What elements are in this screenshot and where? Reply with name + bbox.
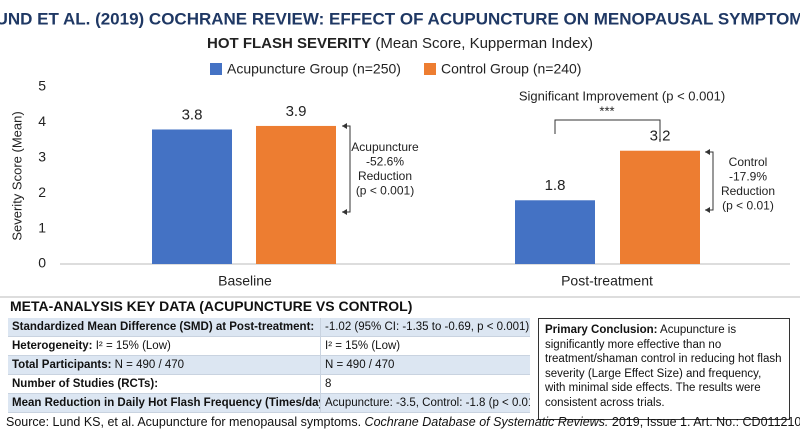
chart: LUND ET AL. (2019) COCHRANE REVIEW: EFFE…	[0, 9, 800, 298]
table-body: Standardized Mean Difference (SMD) at Po…	[8, 318, 530, 413]
y-tick-label: 2	[38, 184, 46, 200]
chart-subtitle: HOT FLASH SEVERITY (Mean Score, Kupperma…	[207, 35, 593, 52]
significance-text: Significant Improvement (p < 0.001)	[519, 88, 725, 103]
y-tick-label: 3	[38, 149, 46, 165]
key-data-table: META-ANALYSIS KEY DATA (ACUPUNCTURE VS C…	[8, 298, 530, 413]
subtitle-text: (Mean Score, Kupperman Index)	[375, 35, 593, 52]
row-label: Total Participants:	[12, 359, 112, 371]
row-note: I² = 15% (Low)	[95, 340, 171, 352]
significance-bracket	[554, 119, 661, 142]
y-tick-label: 1	[38, 219, 46, 235]
table-row: Standardized Mean Difference (SMD) at Po…	[8, 318, 530, 337]
x-tick-label: Baseline	[218, 273, 272, 289]
row-value: 8	[320, 375, 530, 393]
source-suffix: 2019, Issue 1. Art. No.: CD011210.	[611, 415, 800, 429]
legend-label: Control Group (n=240)	[441, 61, 581, 77]
row-label-cell: Number of Studies (RCTs):	[8, 375, 320, 393]
source-journal: Cochrane Database of Systematic Reviews.	[364, 415, 609, 429]
annotation-arrow	[342, 123, 347, 215]
row-note: N = 490 / 470	[114, 359, 185, 371]
annotation-text: (p < 0.001)	[356, 184, 414, 198]
annotation-arrow	[705, 149, 710, 213]
row-label: Mean Reduction in Daily Hot Flash Freque…	[12, 397, 320, 409]
legend-label: Acupuncture Group (n=250)	[227, 61, 401, 77]
y-tick-label: 0	[38, 255, 46, 271]
bar	[620, 150, 700, 264]
annotation-text: -52.6%	[366, 155, 404, 169]
row-label-cell: Mean Reduction in Daily Hot Flash Freque…	[8, 394, 320, 412]
significance-stars: ***	[599, 103, 614, 118]
table-row: Total Participants: N = 490 / 470 N = 490…	[8, 356, 530, 375]
x-tick-label: Post-treatment	[561, 273, 653, 289]
source-prefix: Source: Lund KS, et al. Acupuncture for …	[6, 415, 362, 429]
y-tick-label: 5	[38, 78, 46, 94]
row-label: Number of Studies (RCTs):	[12, 378, 159, 390]
row-label: Standardized Mean Difference (SMD) at Po…	[12, 321, 315, 333]
row-value: N = 490 / 470	[320, 356, 530, 374]
row-label-cell: Heterogeneity: I² = 15% (Low)	[8, 337, 320, 355]
bar	[256, 125, 336, 264]
annotation-bracket	[705, 151, 714, 211]
table-row: Heterogeneity: I² = 15% (Low) I² = 15% (L…	[8, 337, 530, 356]
row-value: I² = 15% (Low)	[320, 337, 530, 355]
y-tick-label: 4	[38, 113, 46, 129]
y-axis-label: Severity Score (Mean)	[9, 111, 24, 240]
annotation-text: Control	[729, 155, 768, 169]
value-label: 3.8	[182, 106, 203, 123]
legend-swatch	[424, 63, 436, 75]
table-title: META-ANALYSIS KEY DATA (ACUPUNCTURE VS C…	[10, 298, 413, 314]
bar	[152, 129, 232, 264]
annotation-text: (p < 0.01)	[722, 199, 774, 213]
legend-swatch	[210, 63, 222, 75]
conclusion-text: Acupuncture is significantly more effect…	[545, 324, 782, 409]
annotation-text: Reduction	[721, 184, 775, 198]
table-row: Number of Studies (RCTs): 8	[8, 375, 530, 394]
row-value: Acupuncture: -3.5, Control: -1.8 (p < 0.…	[320, 394, 530, 412]
chart-title: LUND ET AL. (2019) COCHRANE REVIEW: EFFE…	[0, 9, 800, 28]
table-row: Mean Reduction in Daily Hot Flash Freque…	[8, 394, 530, 413]
row-label: Heterogeneity:	[12, 340, 93, 352]
annotation-text: Acupuncture	[351, 140, 419, 154]
annotation-bracket	[342, 125, 351, 213]
source: Source: Lund KS, et al. Acupuncture for …	[6, 415, 800, 429]
annotation-text: Reduction	[358, 169, 412, 183]
row-label-cell: Total Participants: N = 490 / 470	[8, 356, 320, 374]
bar	[515, 200, 595, 264]
conclusion-heading: Primary Conclusion:	[545, 324, 658, 336]
conclusion-box: Primary Conclusion: Acupuncture is signi…	[538, 318, 790, 420]
row-label-cell: Standardized Mean Difference (SMD) at Po…	[8, 318, 320, 336]
value-label: 3.9	[286, 103, 307, 120]
subtitle-bold: HOT FLASH SEVERITY	[207, 35, 371, 52]
annotation-text: -17.9%	[729, 170, 767, 184]
value-label: 1.8	[545, 177, 566, 194]
row-value: -1.02 (95% CI: -1.35 to -0.69, p < 0.001…	[320, 318, 530, 336]
